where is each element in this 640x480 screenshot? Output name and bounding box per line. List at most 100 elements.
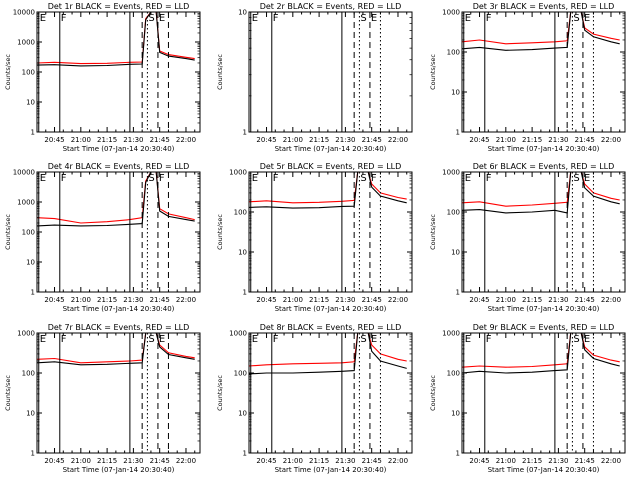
- x-tick-label: 21:15: [309, 457, 329, 465]
- y-tick-label: 1000: [229, 169, 247, 177]
- x-tick-label: 22:00: [388, 457, 408, 465]
- x-tick-label: 22:00: [601, 457, 621, 465]
- x-tick-label: 21:45: [150, 136, 170, 144]
- plot-frame: [36, 332, 201, 454]
- x-tick-label: 21:45: [150, 457, 170, 465]
- x-tick-label: 22:00: [601, 136, 621, 144]
- y-tick-label: 1000: [17, 330, 35, 338]
- marker-label: E: [584, 173, 590, 184]
- y-tick-label: 10000: [13, 9, 35, 17]
- x-axis-label: Start Time (07-Jan-14 20:30:40): [275, 305, 387, 313]
- marker-label: F: [61, 173, 67, 184]
- x-axis-label: Start Time (07-Jan-14 20:30:40): [63, 305, 175, 313]
- x-tick-label: 20:45: [44, 136, 64, 144]
- marker-label: F: [486, 173, 492, 184]
- chart-title: Det 7r BLACK = Events, RED = LLD: [48, 323, 190, 332]
- x-tick-label: 21:15: [522, 136, 542, 144]
- y-axis-label: Counts/sec: [429, 214, 437, 250]
- marker-label: S: [573, 173, 579, 184]
- y-axis-label: Counts/sec: [216, 214, 224, 250]
- marker-label: S: [573, 334, 579, 345]
- x-tick-label: 21:15: [97, 457, 117, 465]
- y-tick-label: 1: [456, 450, 460, 458]
- x-tick-label: 21:45: [150, 296, 170, 304]
- marker-label: E: [40, 13, 46, 24]
- y-tick-label: 1000: [17, 39, 35, 47]
- marker-label: S: [360, 173, 366, 184]
- x-tick-label: 21:30: [548, 296, 568, 304]
- x-tick-label: 21:00: [496, 457, 516, 465]
- x-axis-label: Start Time (07-Jan-14 20:30:40): [275, 145, 387, 153]
- marker-label: E: [465, 13, 471, 24]
- y-axis-label: Counts/sec: [4, 54, 12, 90]
- x-tick-label: 21:00: [283, 296, 303, 304]
- x-tick-label: 20:45: [469, 136, 489, 144]
- marker-label: S: [148, 334, 154, 345]
- chart-title: Det 5r BLACK = Events, RED = LLD: [260, 162, 402, 171]
- y-tick-label: 10: [238, 249, 247, 257]
- x-axis-label: Start Time (07-Jan-14 20:30:40): [488, 466, 600, 474]
- x-tick-label: 22:00: [388, 136, 408, 144]
- marker-label: E: [371, 13, 377, 24]
- plot-frame: [461, 171, 626, 293]
- x-tick-label: 20:45: [44, 457, 64, 465]
- x-tick-label: 21:15: [309, 136, 329, 144]
- y-tick-label: 100: [234, 370, 247, 378]
- x-tick-label: 22:00: [601, 296, 621, 304]
- marker-label: F: [486, 13, 492, 24]
- marker-label: F: [371, 173, 377, 184]
- marker-label: F: [273, 13, 279, 24]
- x-axis-label: Start Time (07-Jan-14 20:30:40): [63, 466, 175, 474]
- x-tick-label: 21:15: [522, 296, 542, 304]
- y-tick-label: 1: [31, 450, 35, 458]
- y-axis-label: Counts/sec: [216, 375, 224, 411]
- x-tick-label: 21:15: [309, 296, 329, 304]
- marker-label: S: [573, 13, 579, 24]
- x-tick-label: 21:00: [71, 136, 91, 144]
- x-tick-label: 22:00: [176, 457, 196, 465]
- y-tick-label: 1000: [442, 330, 460, 338]
- x-tick-label: 21:30: [335, 136, 355, 144]
- x-tick-label: 20:45: [256, 296, 276, 304]
- x-tick-label: 22:00: [176, 136, 196, 144]
- y-tick-label: 100: [447, 49, 460, 57]
- y-tick-label: 1000: [442, 169, 460, 177]
- y-tick-label: 10000: [13, 169, 35, 177]
- y-tick-label: 1: [243, 450, 247, 458]
- y-tick-label: 1: [243, 289, 247, 297]
- y-tick-label: 1: [31, 129, 35, 137]
- x-axis-label: Start Time (07-Jan-14 20:30:40): [488, 145, 600, 153]
- marker-label: E: [40, 173, 46, 184]
- chart-title: Det 3r BLACK = Events, RED = LLD: [473, 2, 615, 11]
- y-axis-label: Counts/sec: [4, 214, 12, 250]
- marker-label: F: [61, 13, 67, 24]
- x-tick-label: 21:30: [335, 457, 355, 465]
- x-tick-label: 21:15: [522, 457, 542, 465]
- y-tick-label: 10: [26, 259, 35, 267]
- y-tick-label: 1: [456, 129, 460, 137]
- marker-label: E: [465, 334, 471, 345]
- y-tick-label: 10: [451, 410, 460, 418]
- x-tick-label: 21:15: [97, 136, 117, 144]
- marker-label: E: [252, 334, 258, 345]
- marker-label: S: [148, 13, 154, 24]
- plot-frame: [461, 11, 626, 133]
- y-tick-label: 10: [26, 99, 35, 107]
- y-tick-label: 10: [238, 410, 247, 418]
- x-tick-label: 21:45: [362, 136, 382, 144]
- marker-label: E: [584, 13, 590, 24]
- marker-label: S: [360, 13, 366, 24]
- x-tick-label: 21:45: [575, 457, 595, 465]
- chart-title: Det 1r BLACK = Events, RED = LLD: [48, 2, 190, 11]
- marker-label: E: [371, 334, 377, 345]
- y-tick-label: 1000: [17, 199, 35, 207]
- marker-label: F: [159, 173, 165, 184]
- x-tick-label: 21:00: [496, 296, 516, 304]
